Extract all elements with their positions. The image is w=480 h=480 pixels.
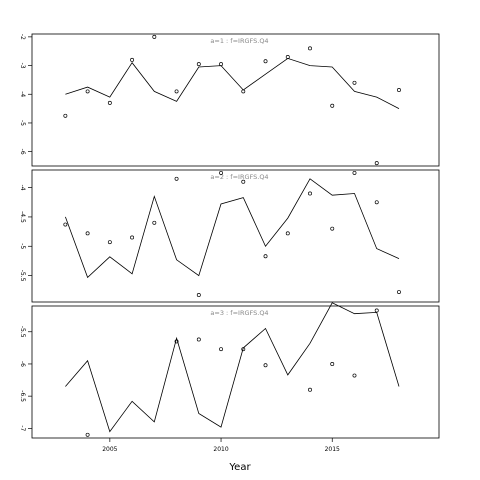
panel-frame [31, 305, 440, 439]
y-tick-label: -6 [19, 149, 26, 155]
data-point [196, 62, 201, 67]
plot-layer: -2 -3 -4 -5 -6 a=1 : f=IRGFS.Q4 -4 -4.5 -5 -5.5 a=… [19, 33, 440, 453]
data-point [352, 373, 357, 378]
panel-2: -4 -4.5 -5 -5.5 a=2 : f=IRGFS.Q4 [19, 169, 440, 303]
series-line [65, 57, 400, 109]
y-tick-label: -4 [19, 185, 26, 191]
x-tick-label: 2005 [102, 446, 117, 453]
y-tick-label: -5.5 [19, 326, 26, 338]
y-tick-label: -6 [19, 361, 26, 367]
data-point [308, 46, 312, 51]
y-tick-label: -6.5 [19, 390, 26, 402]
y-tick-label: -5 [19, 120, 26, 126]
data-point [85, 89, 90, 94]
data-point [285, 231, 290, 236]
data-point [152, 34, 157, 39]
data-point [107, 100, 112, 105]
data-point [130, 235, 135, 240]
data-point [397, 88, 401, 92]
panel-title: a=1 : f=IRGFS.Q4 [210, 37, 268, 45]
data-point [63, 113, 68, 118]
data-point [308, 387, 312, 392]
data-point [130, 57, 135, 62]
data-point [196, 337, 201, 342]
data-point [330, 226, 335, 231]
data-point [107, 240, 112, 245]
data-point [263, 363, 268, 368]
data-point [241, 347, 246, 352]
data-point [241, 89, 246, 94]
series-line [65, 302, 400, 433]
panel-title: a=3 : f=IRGFS.Q4 [210, 309, 268, 317]
data-point [219, 347, 223, 352]
data-point [85, 432, 90, 437]
data-point [374, 308, 379, 313]
y-tick-label: -7 [19, 425, 26, 431]
y-tick-label: -5 [19, 243, 26, 249]
data-point [219, 170, 223, 175]
panel-frame [31, 33, 440, 167]
data-point [330, 362, 335, 366]
data-point [241, 179, 246, 184]
x-axis-label: Year [228, 462, 251, 473]
data-point [174, 176, 179, 181]
data-point [330, 103, 335, 108]
series-line [65, 178, 400, 279]
data-point [374, 200, 379, 205]
data-point [352, 80, 357, 85]
panel-frame [31, 169, 440, 303]
x-tick-label: 2015 [325, 446, 340, 453]
panel-3: -5.5 -6 -6.5 -7 a=3 : f=IRGFS.Q4 [19, 302, 440, 439]
panel-1: -2 -3 -4 -5 -6 a=1 : f=IRGFS.Q4 [19, 33, 440, 167]
data-point [196, 293, 201, 297]
data-point [219, 62, 223, 67]
data-point [263, 254, 268, 259]
x-tick-label: 2010 [213, 446, 228, 453]
data-point [174, 89, 179, 94]
data-point [397, 290, 401, 294]
data-point [308, 191, 312, 196]
data-point [152, 220, 157, 225]
data-point [263, 59, 268, 64]
data-point [174, 339, 179, 344]
data-point [63, 222, 68, 227]
data-point [374, 161, 379, 166]
y-tick-label: -5.5 [19, 270, 26, 282]
y-tick-label: -2 [19, 34, 26, 40]
panel-title: a=2 : f=IRGFS.Q4 [210, 173, 268, 181]
y-tick-label: -4 [19, 91, 26, 97]
data-point [285, 55, 290, 59]
y-tick-label: -3 [19, 63, 26, 69]
data-point [85, 231, 90, 236]
data-point [352, 170, 357, 175]
y-tick-label: -4.5 [19, 211, 26, 223]
